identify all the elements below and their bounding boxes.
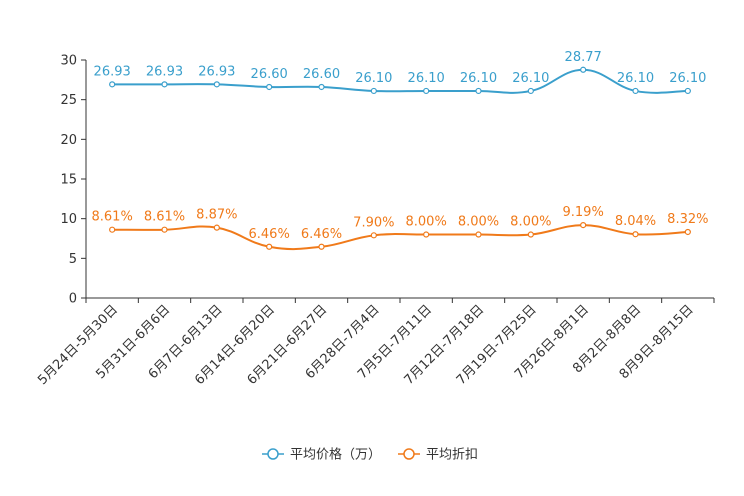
legend-marker-icon <box>267 448 279 460</box>
data-label: 26.10 <box>408 71 445 86</box>
data-label: 8.32% <box>667 212 708 227</box>
data-point <box>161 226 168 233</box>
data-label: 8.04% <box>615 214 656 229</box>
data-point <box>475 87 482 95</box>
data-point <box>684 228 691 236</box>
y-tick-label: 5 <box>69 252 77 267</box>
data-point <box>684 87 691 95</box>
data-label: 6.46% <box>249 227 290 242</box>
data-label: 6.46% <box>301 227 342 242</box>
series-layer: 26.93 26.93 26.93 26.60 26.60 26.10 26.10 26.10… <box>92 50 708 251</box>
data-point <box>109 226 116 233</box>
legend-label: 平均折扣 <box>426 448 478 463</box>
data-label: 26.93 <box>146 64 183 79</box>
legend-label: 平均价格（万） <box>290 447 381 463</box>
y-tick-label: 10 <box>60 212 77 227</box>
data-point <box>318 243 325 250</box>
data-point <box>475 231 482 238</box>
data-point <box>109 81 116 88</box>
data-label: 26.10 <box>669 71 706 86</box>
data-label: 9.19% <box>563 205 604 220</box>
y-tick-label: 25 <box>60 93 77 108</box>
data-label: 26.10 <box>355 71 392 86</box>
data-label: 8.61% <box>92 210 133 225</box>
data-point <box>266 83 273 91</box>
data-point <box>580 221 587 229</box>
data-point <box>423 87 430 95</box>
data-point <box>318 83 325 91</box>
legend-item-1[interactable]: 平均折扣 <box>398 448 478 463</box>
data-point <box>527 87 534 95</box>
data-label: 8.61% <box>144 210 185 225</box>
y-tick-label: 20 <box>60 133 77 148</box>
legend[interactable]: 平均价格（万） 平均折扣 <box>262 447 478 463</box>
data-point <box>423 231 430 238</box>
data-label: 26.10 <box>460 71 497 86</box>
data-point <box>632 87 639 95</box>
series-1: 8.61% 8.61% 8.87% 6.46% 6.46% 7.90% 8.00% 8.00%… <box>92 205 708 251</box>
data-label: 26.60 <box>303 67 340 82</box>
data-label: 26.10 <box>512 71 549 86</box>
series-0: 26.93 26.93 26.93 26.60 26.60 26.10 26.10 26.10… <box>94 50 706 95</box>
data-point <box>527 231 534 238</box>
data-label: 7.90% <box>353 215 394 230</box>
data-label: 8.87% <box>196 208 237 223</box>
series-line-0 <box>112 68 688 94</box>
data-point <box>161 81 168 88</box>
y-tick-label: 15 <box>60 173 77 188</box>
data-label: 26.93 <box>94 64 131 79</box>
series-line-1 <box>112 224 688 251</box>
legend-marker-icon <box>403 448 415 460</box>
legend-item-0[interactable]: 平均价格（万） <box>262 447 381 463</box>
data-point <box>370 232 377 239</box>
data-point <box>213 81 220 88</box>
data-point <box>370 87 377 95</box>
data-label: 26.93 <box>198 64 235 79</box>
data-label: 8.00% <box>406 215 447 230</box>
y-tick-label: 0 <box>69 292 77 307</box>
data-label: 8.00% <box>510 215 551 230</box>
data-point <box>580 66 587 73</box>
data-label: 28.77 <box>565 50 602 65</box>
data-point <box>266 243 273 250</box>
data-point <box>632 231 639 238</box>
data-label: 26.60 <box>251 67 288 82</box>
data-label: 8.00% <box>458 215 499 230</box>
data-label: 26.10 <box>617 71 654 86</box>
y-tick-label: 30 <box>60 54 77 69</box>
data-point <box>213 224 220 231</box>
